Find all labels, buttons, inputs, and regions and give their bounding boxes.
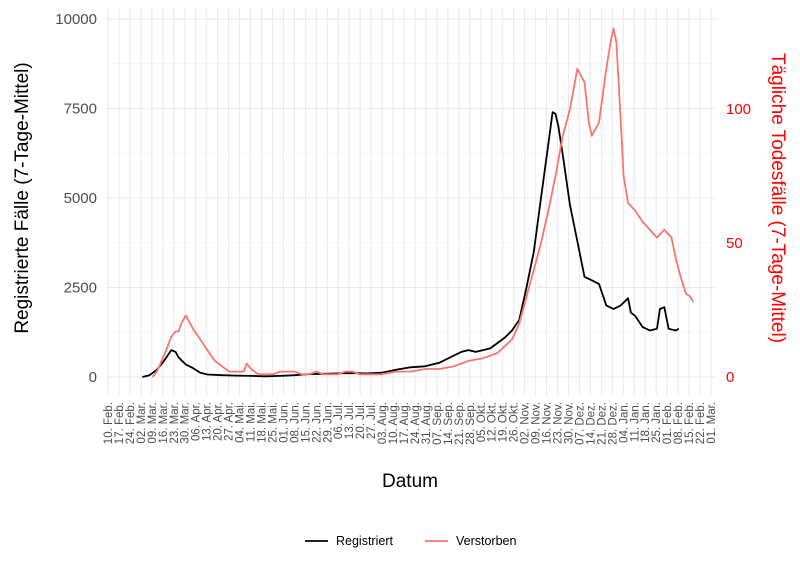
x-tick-label: 03. Aug. — [377, 402, 389, 444]
y-tick-label-left: 7500 — [64, 101, 97, 118]
y-axis-title-right: Tägliche Todesfälle (7-Tage-Mittel) — [767, 53, 788, 343]
y-axis-left: 0 2500 5000 7500 10000 — [55, 11, 97, 386]
x-tick-label: 06. Jul. — [333, 402, 345, 439]
x-tick-label: 08. Jun. — [289, 402, 301, 443]
x-tick-label: 01. Mar. — [706, 402, 718, 444]
grid — [106, 8, 715, 395]
x-tick-label: 02. Mar. — [136, 402, 148, 444]
x-tick-label: 19. Okt. — [498, 402, 510, 442]
y-tick-label-left: 5000 — [64, 190, 97, 207]
x-tick-label: 08. Feb. — [673, 402, 685, 444]
y-tick-label-left: 2500 — [64, 280, 97, 297]
series-line-registriert — [142, 111, 680, 378]
x-tick-label: 14. Dez. — [585, 402, 597, 445]
x-tick-label: 16. Nov. — [542, 402, 554, 444]
x-tick-label: 15. Feb. — [684, 402, 696, 444]
x-tick-label: 24. Aug. — [410, 402, 422, 444]
x-tick-label: 28. Dez. — [607, 402, 619, 445]
y-tick-label-left: 0 — [89, 369, 97, 386]
x-tick-label: 11. Mai. — [246, 402, 258, 442]
x-tick-label: 02. Nov. — [520, 402, 532, 444]
legend-label-registriert: Registriert — [336, 534, 393, 548]
x-tick-label: 13. Apr. — [202, 402, 214, 441]
y-tick-label-left: 10000 — [55, 11, 97, 28]
x-tick-label: 30. Nov. — [563, 402, 575, 444]
x-tick-label: 01. Feb. — [662, 402, 674, 444]
x-tick-label: 23. Nov. — [553, 402, 565, 444]
x-tick-label: 10. Aug. — [388, 402, 400, 444]
x-tick-label: 27. Apr. — [224, 402, 236, 441]
x-tick-label: 05. Okt. — [476, 402, 488, 442]
x-tick-label: 18. Jan. — [640, 402, 652, 443]
x-tick-label: 26. Okt. — [509, 402, 521, 442]
legend: Registriert Verstorben — [305, 534, 517, 548]
x-tick-label: 23. Mar. — [169, 402, 181, 444]
plot-panel — [106, 8, 715, 395]
x-tick-label: 07. Sep. — [432, 402, 444, 445]
series-line-verstorben — [151, 27, 695, 378]
x-tick-label: 21. Sep. — [454, 402, 466, 445]
x-tick-label: 21. Dez. — [596, 402, 608, 445]
x-tick-label: 13. Jul. — [344, 402, 356, 439]
legend-label-verstorben: Verstorben — [456, 534, 517, 548]
x-tick-label: 20. Jul. — [355, 402, 367, 439]
x-tick-label: 09. Nov. — [531, 402, 543, 444]
x-axis: 10. Feb.17. Feb.24. Feb.02. Mar.09. Mar.… — [103, 402, 718, 445]
y-axis-right: 0 50 100 — [726, 101, 751, 386]
x-tick-label: 17. Feb. — [114, 402, 126, 444]
x-tick-label: 20. Apr. — [213, 402, 225, 441]
x-tick-label: 09. Mar. — [147, 402, 159, 444]
y-tick-label-right: 0 — [726, 369, 734, 386]
x-tick-label: 30. Mar. — [180, 402, 192, 444]
x-tick-label: 31. Aug. — [421, 402, 433, 444]
x-tick-label: 25. Jan. — [651, 402, 663, 443]
x-axis-title: Datum — [382, 471, 438, 492]
x-tick-label: 28. Sep. — [465, 402, 477, 445]
x-tick-label: 01. Jun. — [278, 402, 290, 443]
x-tick-label: 10. Feb. — [103, 402, 115, 444]
x-tick-label: 12. Okt. — [487, 402, 499, 442]
x-tick-label: 29. Jun. — [322, 402, 334, 443]
x-tick-label: 04. Jan. — [618, 402, 630, 443]
y-axis-title-left: Registrierte Fälle (7-Tage-Mittel) — [12, 62, 33, 333]
x-tick-label: 14. Sep. — [443, 402, 455, 445]
x-tick-label: 07. Dez. — [574, 402, 586, 445]
x-tick-label: 15. Jun. — [300, 402, 312, 443]
x-tick-label: 22. Jun. — [311, 402, 323, 443]
x-tick-label: 22. Feb. — [695, 402, 707, 444]
x-tick-label: 06. Apr. — [191, 402, 203, 441]
x-tick-label: 16. Mar. — [158, 402, 170, 444]
y-tick-label-right: 50 — [726, 235, 743, 252]
x-tick-label: 25. Mai. — [267, 402, 279, 443]
x-tick-label: 24. Feb. — [125, 402, 137, 444]
x-tick-label: 18. Mai. — [256, 402, 268, 443]
x-tick-label: 04. Mai. — [235, 402, 247, 443]
data-lines — [142, 27, 695, 378]
y-tick-label-right: 100 — [726, 101, 751, 118]
x-tick-label: 17. Aug. — [399, 402, 411, 444]
x-tick-label: 11. Jan. — [629, 402, 641, 442]
x-tick-label: 27. Jul. — [366, 402, 378, 439]
